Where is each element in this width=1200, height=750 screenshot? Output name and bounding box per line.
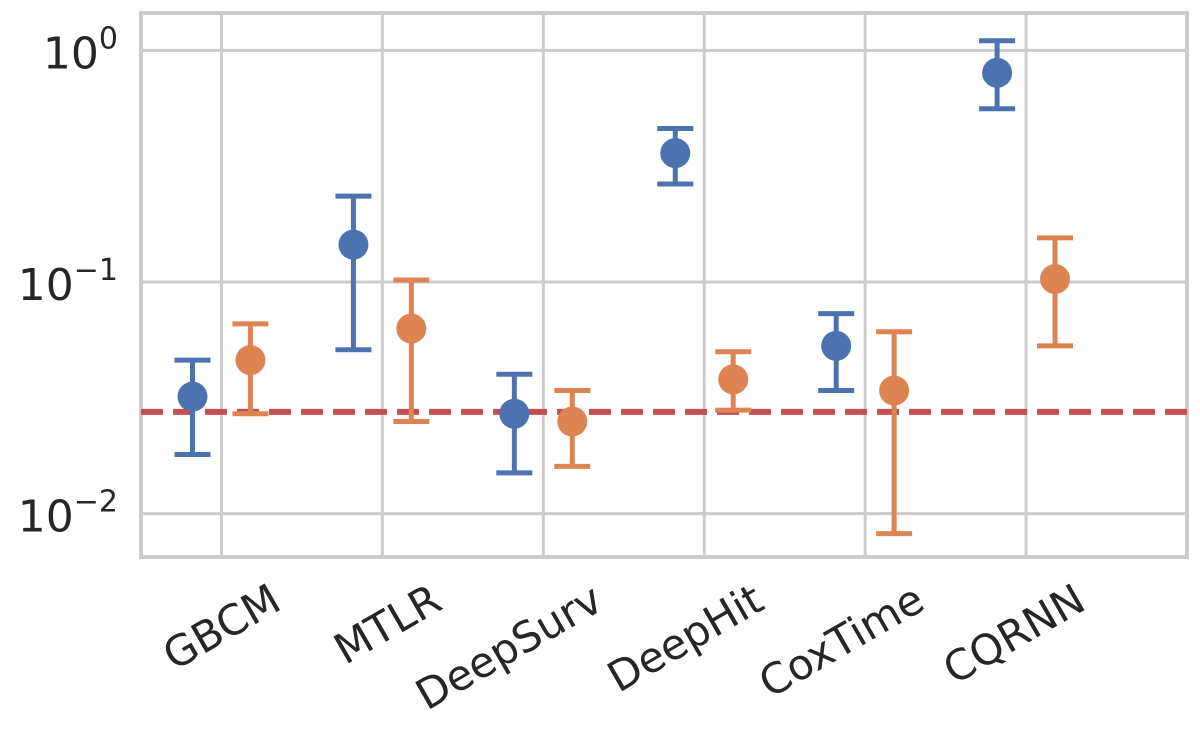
x-tick-label: DeepSurv [407, 574, 610, 719]
x-tick-label: MTLR [326, 574, 450, 674]
y-tick-label: 10−1 [18, 253, 118, 311]
data-point [396, 313, 427, 344]
data-point [338, 229, 369, 260]
data-point [879, 375, 910, 406]
x-tick-label: CQRNN [935, 574, 1093, 694]
data-point [821, 330, 852, 361]
plot-frame [139, 11, 1189, 559]
y-tick-label: 100 [43, 21, 118, 79]
x-tick-label: GBCM [155, 574, 289, 680]
data-point [177, 381, 208, 412]
x-tick-label: DeepHit [599, 574, 771, 702]
data-point [982, 57, 1013, 88]
data-point [660, 138, 691, 169]
x-tick-label: CoxTime [751, 574, 933, 707]
data-point [557, 406, 588, 437]
data-point [235, 345, 266, 376]
data-point [718, 364, 749, 395]
data-point [1040, 264, 1071, 295]
y-tick-label: 10−2 [18, 485, 118, 543]
data-point [499, 398, 530, 429]
